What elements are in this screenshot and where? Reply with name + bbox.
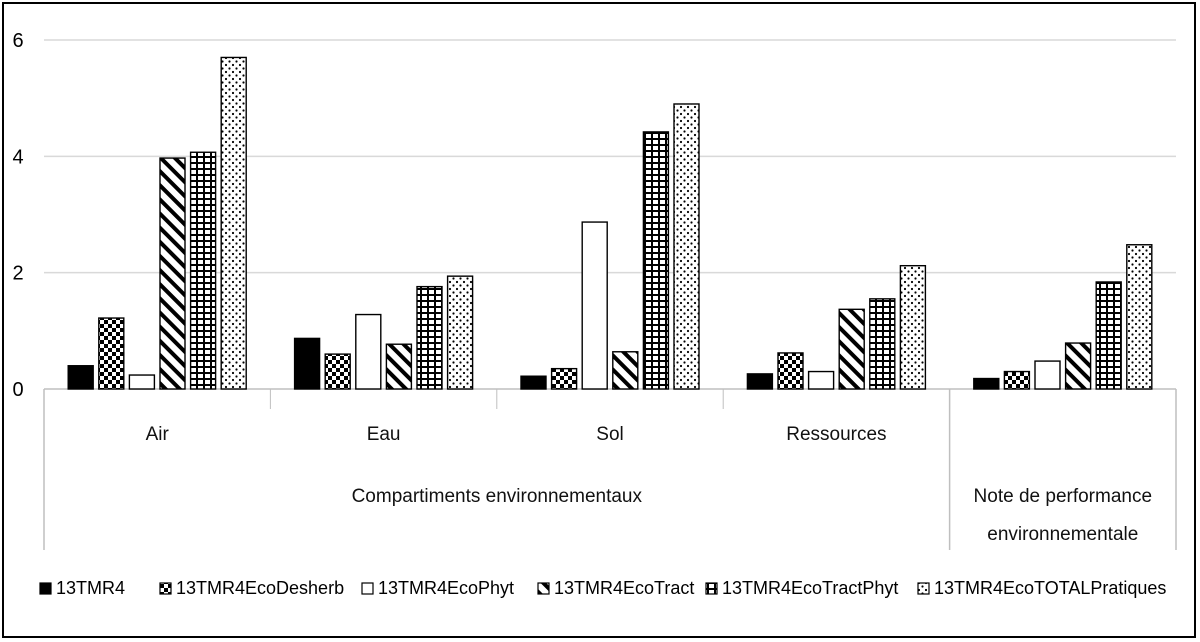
bar: [324, 353, 351, 390]
bar: [612, 351, 639, 390]
bar: [1126, 244, 1153, 390]
bar: [973, 377, 1000, 390]
group-label: Note de performance: [974, 486, 1153, 507]
bar: [838, 308, 865, 390]
group-label: environnementale: [987, 524, 1138, 545]
legend: 13TMR4 13TMR4EcoDesherb 13TMR4EcoPhyt 13TMR…: [39, 578, 1166, 598]
legend-label: 13TMR4: [56, 578, 125, 598]
bar: [807, 370, 835, 390]
legend-label: 13TMR4EcoTract: [554, 578, 694, 598]
category-label: Eau: [367, 424, 401, 445]
legend-swatch: [537, 582, 550, 595]
bar: [777, 352, 804, 390]
bar: [67, 365, 94, 390]
bar: [1034, 360, 1061, 390]
bar: [642, 131, 670, 390]
legend-swatch: [361, 582, 374, 595]
bar: [189, 151, 217, 390]
bar: [416, 285, 443, 390]
bars: [67, 56, 1153, 390]
bar: [1064, 342, 1092, 390]
bar: [355, 313, 382, 390]
bar: [869, 298, 896, 390]
legend-label: 13TMR4EcoDesherb: [176, 578, 344, 598]
bar: [550, 367, 578, 390]
bar: [1003, 370, 1031, 390]
y-tick-label: 2: [12, 263, 23, 285]
legend-swatch: [159, 582, 172, 595]
legend-swatch: [39, 582, 52, 595]
bar: [581, 221, 608, 390]
bar: [293, 337, 321, 390]
legend-label: 13TMR4EcoTOTALPratiques: [934, 578, 1166, 598]
bar: [446, 275, 474, 390]
labels: 0 2 4 6 Air Eau Sol Ressources Compartiments env…: [12, 30, 1152, 545]
bar: [220, 56, 247, 390]
bar: [899, 264, 927, 390]
bar: [746, 373, 774, 390]
y-tick-label: 6: [12, 30, 23, 52]
legend-label: 13TMR4EcoPhyt: [378, 578, 514, 598]
category-label: Ressources: [786, 424, 886, 445]
bar: [128, 374, 156, 390]
bar: [98, 317, 125, 390]
legend-label: 13TMR4EcoTractPhyt: [722, 578, 898, 598]
category-label: Air: [146, 424, 170, 445]
bar: [385, 343, 413, 390]
legend-swatch: [917, 582, 930, 595]
y-tick-label: 0: [12, 379, 23, 401]
bar: [520, 375, 547, 390]
y-tick-label: 4: [12, 146, 23, 168]
bar: [673, 103, 700, 390]
bar: [1095, 281, 1122, 390]
category-label: Sol: [596, 424, 623, 445]
group-label: Compartiments environnementaux: [352, 486, 643, 507]
legend-swatch: [705, 582, 718, 595]
bar: [159, 157, 186, 390]
